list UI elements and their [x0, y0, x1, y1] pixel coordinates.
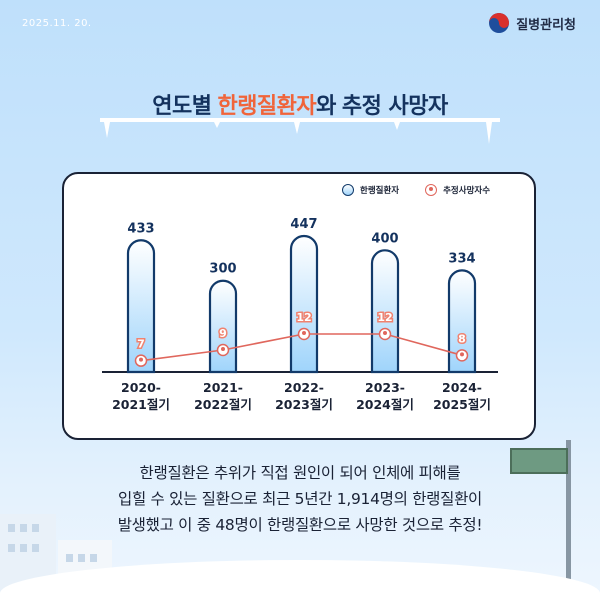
- deaths-value-label-3: 12: [377, 311, 392, 324]
- x-tick-label-4-0: 2024-: [442, 380, 482, 395]
- deaths-point-head-4: [460, 352, 464, 357]
- bar-value-label-1: 300: [209, 262, 236, 277]
- x-tick-label-2-1: 2023절기: [275, 397, 333, 412]
- legend-bar-swatch: [342, 184, 354, 196]
- caption-line-3: 발생했고 이 중 48명이 한랭질환으로 사망한 것으로 추정!: [117, 516, 483, 534]
- road-sign: [510, 448, 568, 474]
- title-part2: 와: [316, 94, 336, 119]
- bar-0: [126, 239, 156, 374]
- person-dot-icon: [425, 184, 438, 196]
- x-tick-label-2-0: 2022-: [284, 380, 324, 395]
- deaths-value-label-4: 8: [458, 332, 466, 345]
- date-label: 2025.11. 20.: [22, 18, 92, 29]
- deaths-point-head-2: [302, 331, 306, 335]
- deaths-value-label-2: 12: [296, 311, 311, 324]
- taegeuk-logo-icon: [489, 13, 510, 33]
- deaths-value-label-0: 7: [137, 338, 145, 351]
- x-tick-label-4-1: 2025절기: [433, 397, 491, 412]
- bar-value-label-0: 433: [127, 221, 154, 236]
- bar-value-label-4: 334: [448, 251, 475, 266]
- x-tick-label-1-0: 2021-: [203, 380, 243, 395]
- bar-value-label-3: 400: [371, 231, 398, 246]
- chart-legend: 한랭질환자 추정사망자수: [342, 184, 490, 196]
- caption-line-2: 입힐 수 있는 질환으로 최근 5년간 1,914명의 한랭질환이: [117, 490, 483, 508]
- title-part3: 추정 사망자: [341, 94, 448, 119]
- sign-pole: [566, 440, 571, 600]
- bar-3: [370, 249, 400, 374]
- deaths-point-head-3: [383, 331, 387, 335]
- caption-line-1: 한랭질환은 추위가 직접 원인이 되어 인체에 피해를: [139, 464, 461, 482]
- x-tick-label-3-0: 2023-: [365, 380, 405, 395]
- deaths-point-head-0: [139, 357, 143, 362]
- legend-patients-label: 한랭질환자: [360, 186, 400, 196]
- caption: 한랭질환은 추위가 직접 원인이 되어 인체에 피해를 입힐 수 있는 질환으로…: [40, 460, 560, 538]
- deaths-value-label-1: 9: [219, 327, 227, 340]
- x-tick-label-0-0: 2020-: [121, 380, 161, 395]
- bar-4: [447, 269, 477, 374]
- title-part1: 연도별: [152, 94, 212, 119]
- page-title: 연도별 한랭질환자와 추정 사망자: [0, 88, 600, 120]
- bar-value-label-2: 447: [290, 217, 317, 232]
- x-tick-label-0-1: 2021절기: [112, 397, 170, 412]
- x-tick-label-3-1: 2024절기: [356, 397, 414, 412]
- deaths-point-head-1: [221, 347, 225, 351]
- legend-deaths-label: 추정사망자수: [443, 186, 491, 196]
- bar-2: [289, 234, 319, 374]
- title-highlight: 한랭질환자: [217, 94, 317, 119]
- icicle-decoration: [100, 118, 500, 144]
- agency-name: 질병관리청: [516, 17, 576, 33]
- agency-brand: 질병관리청: [488, 12, 576, 34]
- x-tick-label-1-1: 2022절기: [194, 397, 252, 412]
